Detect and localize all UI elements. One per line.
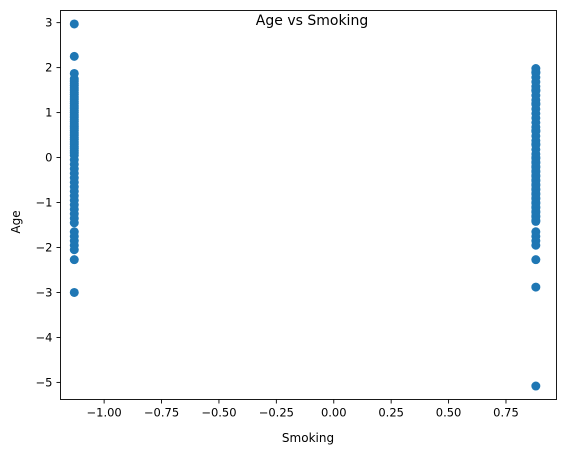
x-axis-ticks: −1.00 −0.75 −0.50 −0.25 0.00 0.25 0.50 0.75 [87,399,519,420]
data-point [69,255,79,265]
x-tick-label: 0.25 [378,406,404,420]
y-tick-label: 3 [45,16,52,30]
data-point [69,148,79,158]
x-tick-label: −0.50 [201,406,236,420]
y-tick-label: 1 [45,106,52,120]
x-tick-label: −0.75 [144,406,179,420]
data-point [69,245,79,255]
y-tick-label: 0 [45,151,52,165]
data-point [531,381,541,391]
data-point [69,287,79,297]
data-point [531,282,541,292]
data-point [531,139,541,149]
y-tick-label: 2 [45,61,52,75]
data-point [69,51,79,61]
data-point [69,19,79,29]
data-point [531,67,541,77]
y-axis-label: Age [9,210,23,233]
data-point [531,216,541,226]
x-axis-label: Smoking [282,431,334,445]
y-tick-label: −5 [36,375,53,389]
x-tick-label: 0.00 [321,406,347,420]
y-tick-label: −1 [36,196,53,210]
chart-title: Age vs Smoking [256,13,368,29]
x-tick-label: 0.75 [493,406,519,420]
data-point [531,255,541,265]
x-tick-label: −0.25 [259,406,294,420]
x-tick-label: 0.50 [436,406,462,420]
data-points [69,19,541,391]
y-axis-ticks: −5 −4 −3 −2 −1 0 1 2 3 [36,16,61,389]
plot-area-frame [60,10,557,400]
data-point [531,99,541,109]
data-point [69,218,79,228]
data-point [531,85,541,95]
y-tick-label: −3 [36,285,53,299]
y-tick-label: −2 [36,240,53,254]
data-point [531,126,541,136]
data-point [531,240,541,250]
y-tick-label: −4 [36,330,53,344]
x-tick-label: −1.00 [87,406,122,420]
